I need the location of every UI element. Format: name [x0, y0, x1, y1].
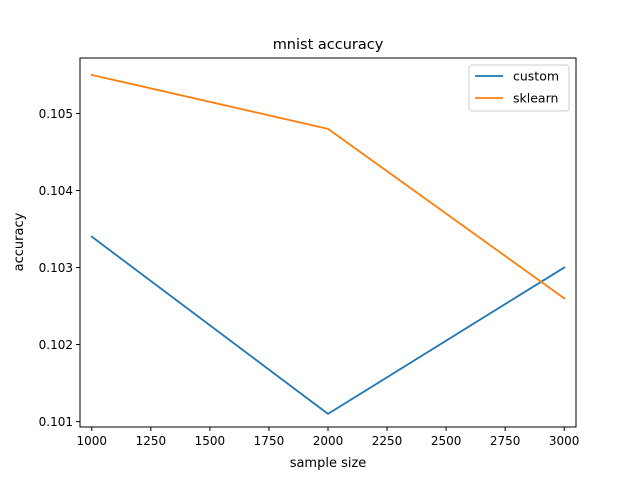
- x-axis-label: sample size: [290, 456, 367, 471]
- chart-title: mnist accuracy: [273, 37, 384, 53]
- legend-label-sklearn: sklearn: [513, 91, 558, 106]
- x-tick-label: 2750: [490, 434, 521, 448]
- x-tick-label: 1750: [254, 434, 285, 448]
- x-tick-label: 1500: [195, 434, 226, 448]
- x-tick-label: 1250: [136, 434, 167, 448]
- y-tick-label: 0.102: [39, 338, 73, 352]
- series-line-sklearn: [90, 73, 566, 300]
- x-tick-label: 2500: [431, 434, 462, 448]
- series-layer: [90, 73, 566, 415]
- legend: custom sklearn: [468, 64, 570, 112]
- x-tick-label: 1000: [77, 434, 108, 448]
- x-tick-label: 2250: [372, 434, 403, 448]
- y-axis-label: accuracy: [12, 212, 27, 271]
- series-line-custom: [90, 235, 566, 415]
- y-tick-label: 0.103: [39, 261, 73, 275]
- plot-frame: [79, 57, 577, 428]
- y-tick-label: 0.104: [39, 184, 73, 198]
- x-tick-label: 2000: [313, 434, 344, 448]
- y-tick-label: 0.105: [39, 107, 73, 121]
- legend-label-custom: custom: [513, 69, 559, 84]
- ticks-layer: 1000 1250 1500 1750 2000 2250 2500 2750 3000 0.10…: [39, 107, 580, 448]
- x-tick-label: 3000: [549, 434, 580, 448]
- y-tick-label: 0.101: [39, 415, 73, 429]
